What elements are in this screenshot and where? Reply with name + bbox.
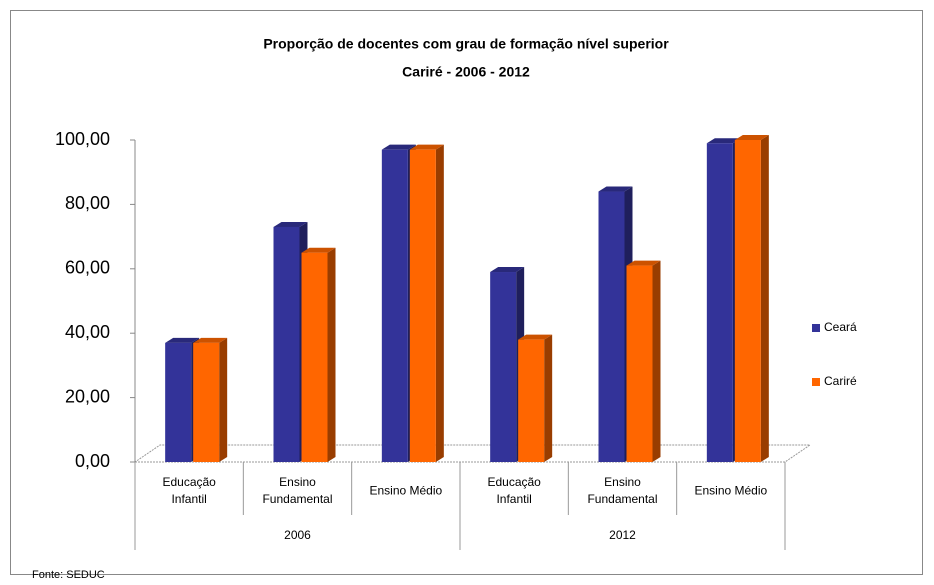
chart-title: Proporção de docentes com grau de formaç… [263, 36, 669, 52]
bar-side [652, 260, 661, 462]
bar-top [165, 337, 200, 343]
y-tick-label: 80,00 [65, 193, 110, 213]
bar [409, 149, 436, 462]
legend-swatch [812, 378, 820, 386]
bar [518, 339, 545, 462]
bar-side [219, 337, 228, 462]
y-tick-label: 20,00 [65, 386, 110, 406]
legend-label: Ceará [824, 320, 857, 334]
bar-top [518, 334, 553, 340]
bar [165, 342, 192, 462]
legend-swatch [812, 324, 820, 332]
bar-side [327, 247, 336, 462]
x-tick-label: Ensino Médio [369, 483, 443, 498]
bar-side [435, 144, 444, 462]
bar [381, 149, 408, 462]
bar-top [273, 221, 308, 227]
bar-side [760, 135, 769, 462]
chart-border [10, 10, 923, 575]
bar-top [301, 247, 336, 253]
bar-side [544, 334, 553, 462]
y-tick-label: 100,00 [55, 129, 110, 149]
bar [626, 265, 653, 462]
source-note: Fonte: SEDUC [32, 569, 105, 581]
bar-top [598, 186, 633, 192]
y-tick-label: 40,00 [65, 322, 110, 342]
bar-top [626, 260, 661, 266]
x-tick-label: Educação Infantil [162, 475, 216, 506]
bar-top [409, 144, 444, 150]
bar [273, 226, 300, 462]
bar [193, 342, 220, 462]
y-tick-label: 60,00 [65, 258, 110, 278]
bar-top [381, 144, 416, 150]
bar-top [193, 337, 228, 343]
chart-subtitle: Cariré - 2006 - 2012 [402, 64, 530, 80]
bar-top [706, 138, 741, 144]
x-tick-label: Ensino Médio [694, 483, 768, 498]
group-label: 2012 [609, 528, 636, 542]
bar-top [734, 135, 769, 140]
x-tick-label: Educação Infantil [487, 475, 541, 506]
bar [598, 191, 625, 462]
group-label: 2006 [284, 528, 311, 542]
y-tick-label: 0,00 [75, 451, 110, 471]
bar-top [490, 267, 525, 273]
bar [490, 272, 517, 462]
bar [301, 252, 328, 462]
bar [734, 140, 761, 462]
x-tick-label: Ensino Fundamental [262, 475, 333, 506]
bar [706, 143, 733, 462]
legend-label: Cariré [824, 374, 857, 388]
x-tick-label: Ensino Fundamental [587, 475, 658, 506]
